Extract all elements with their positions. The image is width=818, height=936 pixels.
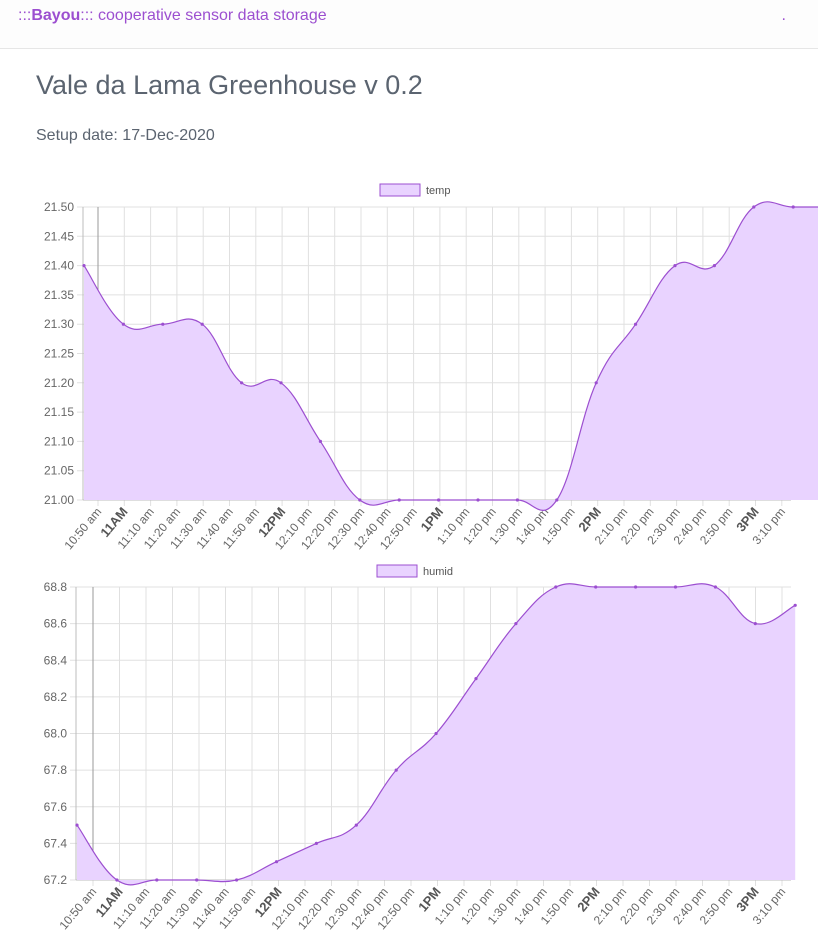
temp-y-tick-label: 21.15 bbox=[44, 405, 74, 419]
temp-legend-label: temp bbox=[426, 185, 450, 197]
brand-name: Bayou bbox=[31, 7, 81, 24]
temp-y-tick-label: 21.50 bbox=[44, 200, 74, 214]
navbar-menu-link[interactable]: . bbox=[781, 7, 786, 24]
temp-data-point[interactable] bbox=[358, 498, 362, 502]
humid-data-point[interactable] bbox=[314, 841, 318, 845]
navbar: :::Bayou::: cooperative sensor data stor… bbox=[0, 0, 818, 49]
temp-legend-swatch[interactable] bbox=[379, 183, 421, 197]
humid-data-point[interactable] bbox=[394, 768, 398, 772]
humid-data-point[interactable] bbox=[434, 731, 438, 736]
humid-data-point[interactable] bbox=[115, 878, 119, 882]
temp-y-tick-label: 21.30 bbox=[44, 317, 74, 331]
temp-y-tick-label: 21.25 bbox=[44, 347, 74, 361]
humid-data-point[interactable] bbox=[793, 603, 797, 607]
humid-y-tick-label: 67.8 bbox=[44, 763, 68, 777]
humid-data-point[interactable] bbox=[274, 860, 279, 864]
temp-y-tick-label: 21.05 bbox=[44, 464, 74, 478]
temp-y-tick-label: 21.45 bbox=[44, 229, 74, 243]
humid-data-point[interactable] bbox=[195, 878, 199, 882]
humid-y-tick-label: 68.2 bbox=[44, 690, 68, 704]
temp-x-tick-label: 10:50 am bbox=[61, 505, 104, 550]
temp-data-point[interactable] bbox=[555, 498, 559, 502]
humid-data-point[interactable] bbox=[514, 622, 518, 626]
temp-data-point[interactable] bbox=[200, 322, 204, 326]
temp-data-point[interactable] bbox=[279, 381, 283, 385]
temp-data-point[interactable] bbox=[673, 264, 677, 268]
temp-data-point[interactable] bbox=[121, 322, 125, 326]
temp-chart[interactable]: temp 21.50 21.45 21.40 21.35 21.30 21.25 21.20 2… bbox=[0, 175, 818, 550]
humid-data-point[interactable] bbox=[594, 585, 598, 589]
humid-chart[interactable]: humid 68.8 68.6 68.4 68.2 68.0 67.8 67.6 67.4 67.… bbox=[0, 556, 818, 936]
humid-legend-label: humid bbox=[423, 566, 453, 578]
humid-data-point[interactable] bbox=[634, 585, 638, 589]
temp-data-point[interactable] bbox=[476, 498, 480, 502]
temp-y-tick-label: 21.10 bbox=[44, 434, 74, 448]
humid-y-tick-label: 67.2 bbox=[44, 873, 68, 887]
temp-data-point[interactable] bbox=[791, 205, 795, 209]
temp-data-point[interactable] bbox=[515, 498, 520, 502]
temp-y-tick-label: 21.00 bbox=[44, 493, 74, 507]
humid-data-point[interactable] bbox=[713, 585, 718, 589]
humid-data-point[interactable] bbox=[554, 585, 558, 589]
humid-y-tick-label: 68.6 bbox=[44, 617, 68, 631]
temp-data-point[interactable] bbox=[397, 498, 401, 502]
brand-suffix: ::: cooperative sensor data storage bbox=[80, 7, 327, 24]
setup-date: Setup date: 17-Dec-2020 bbox=[36, 127, 215, 144]
temp-data-point[interactable] bbox=[82, 264, 86, 268]
brand-prefix: ::: bbox=[18, 7, 32, 24]
humid-y-tick-label: 68.4 bbox=[44, 653, 68, 667]
humid-data-point[interactable] bbox=[155, 878, 159, 882]
humid-data-point[interactable] bbox=[75, 823, 79, 827]
temp-y-tick-label: 21.40 bbox=[44, 259, 74, 273]
humid-data-point[interactable] bbox=[235, 878, 239, 882]
temp-series-line bbox=[83, 201, 818, 511]
temp-data-point[interactable] bbox=[752, 205, 756, 209]
temp-data-point[interactable] bbox=[712, 264, 717, 268]
page-title: Vale da Lama Greenhouse v 0.2 bbox=[36, 70, 423, 100]
humid-y-tick-label: 67.4 bbox=[44, 836, 68, 850]
humid-data-point[interactable] bbox=[673, 585, 678, 589]
humid-y-tick-label: 68.0 bbox=[44, 727, 68, 741]
humid-data-point[interactable] bbox=[753, 622, 757, 626]
temp-y-tick-label: 21.20 bbox=[44, 376, 74, 390]
temp-y-tick-label: 21.35 bbox=[44, 288, 74, 302]
brand-link[interactable]: :::Bayou::: cooperative sensor data stor… bbox=[18, 7, 327, 25]
humid-y-tick-label: 67.6 bbox=[44, 800, 68, 814]
temp-data-point[interactable] bbox=[161, 322, 165, 326]
humid-data-point[interactable] bbox=[474, 677, 478, 681]
humid-legend-swatch[interactable] bbox=[376, 564, 418, 578]
temp-data-point[interactable] bbox=[634, 322, 638, 326]
temp-data-point[interactable] bbox=[240, 381, 244, 385]
temp-data-point[interactable] bbox=[437, 498, 441, 502]
temp-area-fill bbox=[84, 201, 818, 511]
temp-data-point[interactable] bbox=[318, 439, 322, 443]
humid-y-tick-label: 68.8 bbox=[44, 580, 68, 594]
temp-data-point[interactable] bbox=[594, 381, 598, 385]
humid-data-point[interactable] bbox=[354, 823, 358, 827]
